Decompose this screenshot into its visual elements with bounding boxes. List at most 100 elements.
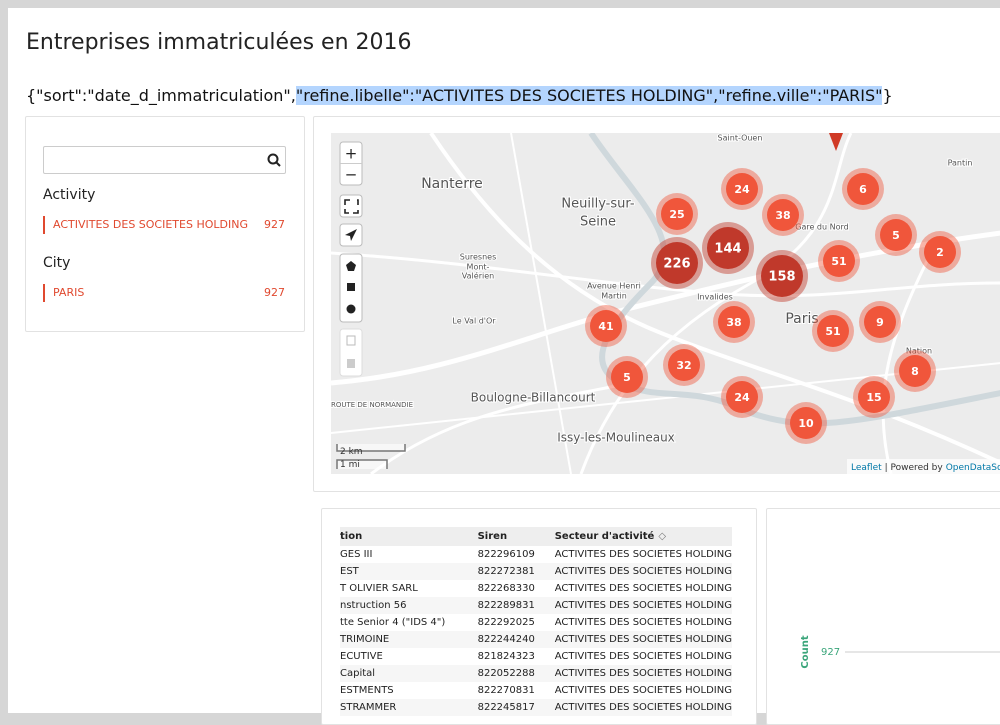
cluster-count: 32: [676, 359, 691, 372]
table-row[interactable]: ECUTIVE 821824323 ACTIVITES DES SOCIETES H…: [340, 648, 732, 665]
cluster-core: [880, 219, 912, 251]
facet-label[interactable]: PARIS: [53, 286, 85, 299]
cluster[interactable]: 2: [919, 231, 961, 273]
cluster-count: 38: [775, 209, 790, 222]
sort-icon[interactable]: ◇: [658, 531, 667, 542]
facet-item[interactable]: PARIS 927: [43, 284, 285, 302]
cluster[interactable]: 158: [756, 250, 808, 302]
place-label: Nation: [906, 347, 932, 356]
page: Entreprises immatriculées en 2016 {"sort…: [8, 8, 1000, 725]
cluster[interactable]: 226: [651, 237, 703, 289]
cluster[interactable]: 5: [606, 356, 648, 398]
table-cell: ACTIVITES DES SOCIETES HOLDING: [554, 631, 732, 648]
cluster[interactable]: 25: [656, 193, 698, 235]
cluster[interactable]: 24: [721, 168, 763, 210]
table-panel: tion Siren Secteur d'activité ◇ GES III 82229…: [321, 508, 757, 725]
place-label: Saint-Ouen: [718, 134, 763, 143]
table-row[interactable]: Capital 822052288 ACTIVITES DES SOCIETES H…: [340, 665, 732, 682]
table-cell: tte Senior 4 ("IDS 4"): [340, 617, 446, 628]
leaflet-link[interactable]: Leaflet: [851, 463, 882, 473]
cluster-count: 15: [866, 391, 881, 404]
cluster[interactable]: 10: [785, 402, 827, 444]
search-icon[interactable]: [267, 153, 281, 167]
map-panel: Nanterre Neuilly-sur- Seine Suresnes Mont- Va…: [313, 116, 1000, 492]
table-row[interactable]: T OLIVIER SARL 822268330 ACTIVITES DES SOC…: [340, 580, 732, 597]
cluster[interactable]: 38: [762, 194, 804, 236]
query-selection: "refine.libelle":"ACTIVITES DES SOCIETES…: [295, 86, 883, 105]
table-cell: 822052288: [477, 665, 555, 682]
table-row[interactable]: STRAMMER 822245817 ACTIVITES DES SOCIETES …: [340, 699, 732, 716]
map-tools[interactable]: [339, 194, 363, 377]
table-row[interactable]: EST 822272381 ACTIVITES DES SOCIETES HOLDI…: [340, 563, 732, 580]
cluster[interactable]: 9: [859, 301, 901, 343]
place-label: Pantin: [948, 159, 973, 168]
place-label: Nanterre: [421, 176, 483, 192]
table-row[interactable]: GES III 822296109 ACTIVITES DES SOCIETES H…: [340, 546, 732, 563]
place-label: Boulogne-Billancourt: [471, 391, 596, 405]
records-table: tion Siren Secteur d'activité ◇ GES III 82229…: [340, 527, 732, 716]
facet-count: 927: [264, 286, 285, 299]
table-cell: ESTMENTS: [340, 685, 394, 696]
cluster[interactable]: 32: [663, 344, 705, 386]
zoom-in[interactable]: +: [345, 145, 358, 163]
cluster-count: 9: [876, 316, 884, 329]
cluster-count: 2: [936, 246, 944, 259]
facet-label[interactable]: ACTIVITES DES SOCIETES HOLDING: [53, 218, 248, 231]
table-row[interactable]: ESTMENTS 822270831 ACTIVITES DES SOCIETES …: [340, 682, 732, 699]
cluster[interactable]: 38: [713, 301, 755, 343]
table-cell: ACTIVITES DES SOCIETES HOLDING: [554, 651, 732, 662]
place-label: Issy-les-Moulineaux: [557, 431, 675, 445]
cluster[interactable]: 41: [585, 305, 627, 347]
cluster-core: [656, 242, 698, 284]
place-label: Avenue Henri: [587, 282, 641, 291]
facet-title: Activity: [43, 187, 96, 203]
table-cell: ECUTIVE: [340, 651, 383, 662]
table-cell: Capital: [340, 665, 478, 682]
table-cell: ACTIVITES DES SOCIETES HOLDING: [554, 685, 732, 696]
cluster-core: [590, 310, 622, 342]
table-cell: 822245817: [477, 699, 555, 716]
table-row[interactable]: TRIMOINE 822244240 ACTIVITES DES SOCIETES …: [340, 631, 732, 648]
facet-item[interactable]: ACTIVITES DES SOCIETES HOLDING 927: [43, 216, 285, 234]
cluster[interactable]: 6: [842, 168, 884, 210]
column-header-text: Siren: [477, 531, 508, 542]
place-label: Mont-: [467, 263, 490, 272]
query-text: {"sort":"date_d_immatriculation","refine…: [26, 86, 893, 105]
cluster[interactable]: 51: [818, 240, 860, 282]
cluster[interactable]: 5: [875, 214, 917, 256]
cluster[interactable]: 51: [812, 310, 854, 352]
column-header[interactable]: Secteur d'activité ◇: [554, 527, 732, 546]
cluster-count: 41: [598, 320, 613, 333]
attribution-text: | Powered by: [885, 463, 944, 473]
table-cell: 822292025: [477, 617, 535, 628]
map-pin[interactable]: [829, 133, 843, 151]
cluster-core: [668, 349, 700, 381]
cluster-core: [611, 361, 643, 393]
table-cell: 822289831: [477, 597, 555, 614]
cluster-core: [761, 255, 803, 297]
map[interactable]: Nanterre Neuilly-sur- Seine SuresnesMont-Va…: [331, 133, 1000, 474]
cluster-core: [661, 198, 693, 230]
table-row[interactable]: tte Senior 4 ("IDS 4") 822292025 ACTIVITES…: [340, 614, 732, 631]
search-box[interactable]: [43, 146, 286, 174]
cluster[interactable]: 15: [853, 376, 895, 418]
cluster[interactable]: 144: [702, 222, 754, 274]
provider-link[interactable]: OpenDataSoft: [946, 463, 1000, 473]
table-row[interactable]: nstruction 56 822289831 ACTIVITES DES SOCI…: [340, 597, 732, 614]
table-cell: 822268330: [477, 583, 535, 594]
place-label: Suresnes: [460, 253, 497, 262]
chart: Count 927: [800, 635, 1000, 669]
cluster-count: 24: [734, 391, 750, 404]
cluster[interactable]: 24: [721, 376, 763, 418]
column-header-text: Secteur d'activité: [554, 531, 655, 542]
table-cell: 821824323: [477, 651, 535, 662]
filters-panel: Activity ACTIVITES DES SOCIETES HOLDING 92…: [25, 116, 305, 332]
cluster-count: 5: [623, 371, 631, 384]
y-axis-label: Count: [800, 635, 811, 668]
table-cell: ACTIVITES DES SOCIETES HOLDING: [554, 617, 732, 628]
zoom-out[interactable]: −: [345, 166, 358, 184]
table-cell: ACTIVITES DES SOCIETES HOLDING: [554, 583, 732, 594]
cluster[interactable]: 8: [894, 350, 936, 392]
scale-km: 2 km: [340, 447, 363, 457]
